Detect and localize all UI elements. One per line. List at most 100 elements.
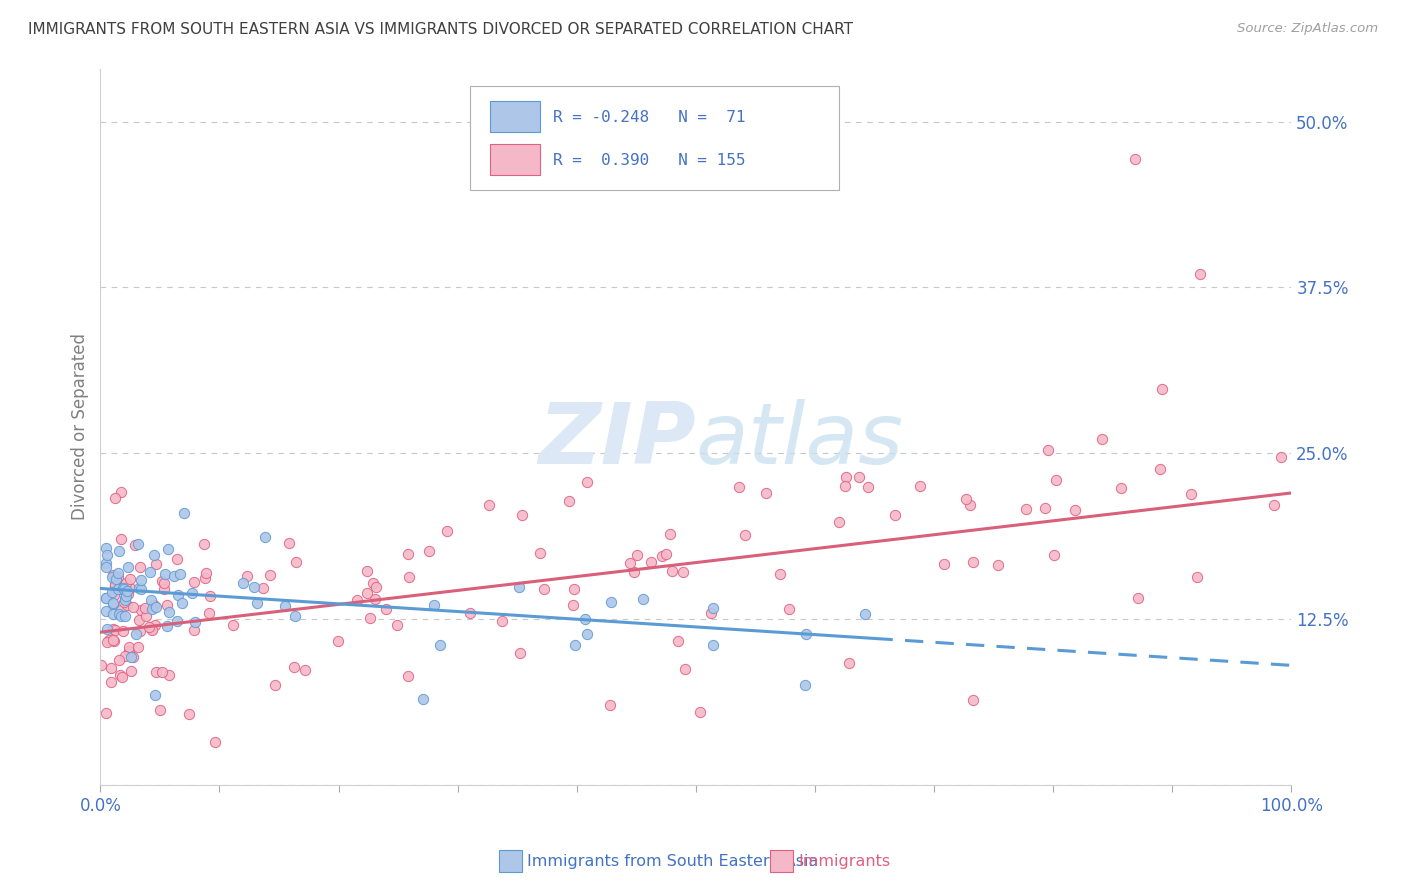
Point <box>284 608 307 623</box>
Point <box>838 656 860 670</box>
Point <box>128 613 150 627</box>
Point <box>702 639 724 653</box>
Point <box>1091 432 1114 446</box>
Point <box>361 575 384 590</box>
Point <box>96 622 118 636</box>
Point <box>156 598 179 612</box>
Point <box>1109 482 1132 496</box>
Point <box>107 570 129 584</box>
Point <box>1036 443 1059 458</box>
Point <box>145 665 167 679</box>
Point <box>108 667 131 681</box>
Point <box>110 532 132 546</box>
Text: Immigrants from South Eastern Asia: Immigrants from South Eastern Asia <box>527 855 818 869</box>
Point <box>120 664 142 678</box>
Point <box>1015 502 1038 516</box>
Point <box>561 599 583 613</box>
Point <box>259 568 281 582</box>
Point <box>96 591 118 606</box>
Point <box>105 578 128 592</box>
Point <box>97 632 120 647</box>
Point <box>328 633 350 648</box>
Point <box>152 575 174 590</box>
Point <box>149 703 172 717</box>
Point <box>387 618 409 632</box>
Point <box>117 559 139 574</box>
Point <box>115 583 138 598</box>
Point <box>103 567 125 582</box>
Point <box>103 633 125 648</box>
Point <box>364 580 387 594</box>
Point <box>96 706 118 720</box>
Point <box>193 537 215 551</box>
Point <box>145 557 167 571</box>
Point <box>363 592 385 607</box>
Point <box>508 580 530 594</box>
Point <box>253 530 276 544</box>
Point <box>631 592 654 607</box>
Point <box>120 649 142 664</box>
Point <box>263 678 285 692</box>
Point <box>778 601 800 615</box>
Point <box>398 570 420 584</box>
Point <box>728 480 751 494</box>
Point <box>194 571 217 585</box>
Point <box>101 597 124 611</box>
FancyBboxPatch shape <box>489 102 540 131</box>
Point <box>283 659 305 673</box>
Point <box>166 552 188 566</box>
Point <box>114 649 136 664</box>
Point <box>139 593 162 607</box>
Point <box>666 633 689 648</box>
Point <box>512 508 534 523</box>
Point <box>105 573 128 587</box>
Point <box>127 537 149 551</box>
Point <box>236 569 259 583</box>
Point <box>183 623 205 637</box>
FancyBboxPatch shape <box>470 87 839 190</box>
Point <box>1152 382 1174 396</box>
Point <box>222 618 245 632</box>
Point <box>128 581 150 595</box>
Point <box>955 491 977 506</box>
Point <box>640 555 662 569</box>
Point <box>108 607 131 621</box>
Point <box>90 657 112 672</box>
Point <box>110 609 132 624</box>
Point <box>252 581 274 595</box>
Point <box>112 582 135 597</box>
Point <box>959 498 981 512</box>
Point <box>167 588 190 602</box>
Point <box>356 564 378 578</box>
Point <box>166 615 188 629</box>
Point <box>179 707 201 722</box>
Text: ZIP: ZIP <box>538 400 696 483</box>
Point <box>853 607 876 622</box>
Point <box>1123 152 1146 166</box>
Point <box>110 669 132 683</box>
Point <box>134 601 156 615</box>
Point <box>794 678 817 692</box>
Point <box>108 543 131 558</box>
Point <box>100 584 122 599</box>
Point <box>626 548 648 562</box>
Point <box>962 693 984 707</box>
Text: R = -0.248   N =  71: R = -0.248 N = 71 <box>553 110 745 125</box>
Point <box>619 556 641 570</box>
Point <box>429 638 451 652</box>
Point <box>294 664 316 678</box>
Point <box>396 547 419 561</box>
FancyBboxPatch shape <box>489 145 540 175</box>
Point <box>856 480 879 494</box>
Text: IMMIGRANTS FROM SOUTH EASTERN ASIA VS IMMIGRANTS DIVORCED OR SEPARATED CORRELATI: IMMIGRANTS FROM SOUTH EASTERN ASIA VS IM… <box>28 22 853 37</box>
Point <box>156 542 179 557</box>
Point <box>418 544 440 558</box>
Point <box>659 527 682 541</box>
Point <box>576 627 599 641</box>
Point <box>114 593 136 607</box>
Point <box>101 570 124 584</box>
Point <box>172 596 194 610</box>
Point <box>169 566 191 581</box>
Point <box>557 493 579 508</box>
Point <box>673 662 696 676</box>
